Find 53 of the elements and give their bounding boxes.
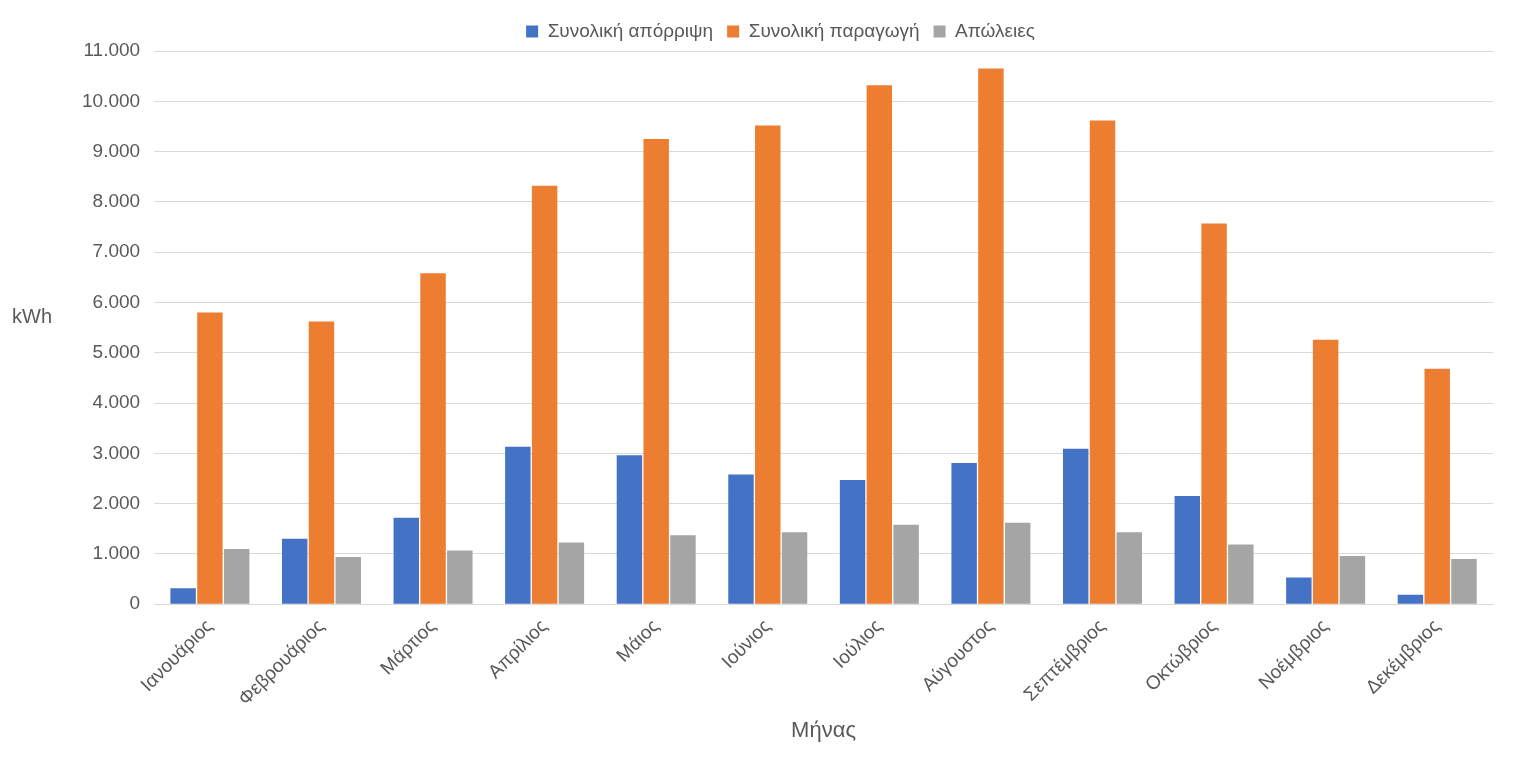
bar <box>1424 368 1450 604</box>
y-axis-title: kWh <box>12 305 52 328</box>
y-tick-label: 10.000 <box>81 89 141 111</box>
bar <box>1286 577 1312 604</box>
legend-label: Συνολική απόρριψη <box>547 19 714 41</box>
bar <box>447 550 473 604</box>
bar <box>1089 120 1116 604</box>
bar <box>1201 223 1227 604</box>
bar <box>1062 448 1089 604</box>
bar <box>1451 558 1477 604</box>
bar <box>197 312 223 604</box>
bar <box>755 125 781 604</box>
bar <box>1116 532 1142 604</box>
bar <box>839 480 866 604</box>
bar <box>308 321 335 604</box>
bar <box>1174 496 1201 604</box>
bar <box>170 588 196 604</box>
bar <box>1397 594 1424 604</box>
y-tick-label: 2.000 <box>92 491 141 513</box>
bar <box>670 535 696 604</box>
bar <box>978 68 1004 604</box>
legend-label: Συνολική παραγωγή <box>748 19 920 41</box>
y-tick-label: 1.000 <box>92 542 141 564</box>
bar <box>223 548 250 604</box>
y-tick-label: 3.000 <box>92 441 141 463</box>
y-tick-label: 6.000 <box>92 290 141 312</box>
bar <box>728 474 754 604</box>
bar <box>1228 544 1254 604</box>
y-tick-label: 11.000 <box>83 39 141 61</box>
bar <box>531 185 558 604</box>
bar <box>1312 339 1339 604</box>
y-tick-label: 4.000 <box>92 391 141 413</box>
bar <box>393 517 419 604</box>
bar <box>781 532 808 604</box>
bar <box>505 446 531 604</box>
y-tick-label: 5.000 <box>92 341 141 362</box>
bar <box>893 524 919 604</box>
bar <box>643 139 669 604</box>
bar <box>1339 555 1366 604</box>
y-tick-label: 0 <box>129 592 141 614</box>
bar <box>1004 522 1031 604</box>
bar <box>420 273 446 604</box>
legend-label: Απώλειες <box>955 19 1035 41</box>
bar <box>866 85 893 604</box>
x-axis-title: Μήνας <box>791 716 856 742</box>
bar <box>951 462 977 604</box>
bar <box>616 455 643 604</box>
bar <box>558 542 585 604</box>
bar <box>335 556 361 604</box>
y-tick-label: 7.000 <box>92 240 141 262</box>
y-tick-label: 9.000 <box>92 139 141 161</box>
bar <box>281 538 308 604</box>
y-tick-label: 8.000 <box>92 190 141 212</box>
